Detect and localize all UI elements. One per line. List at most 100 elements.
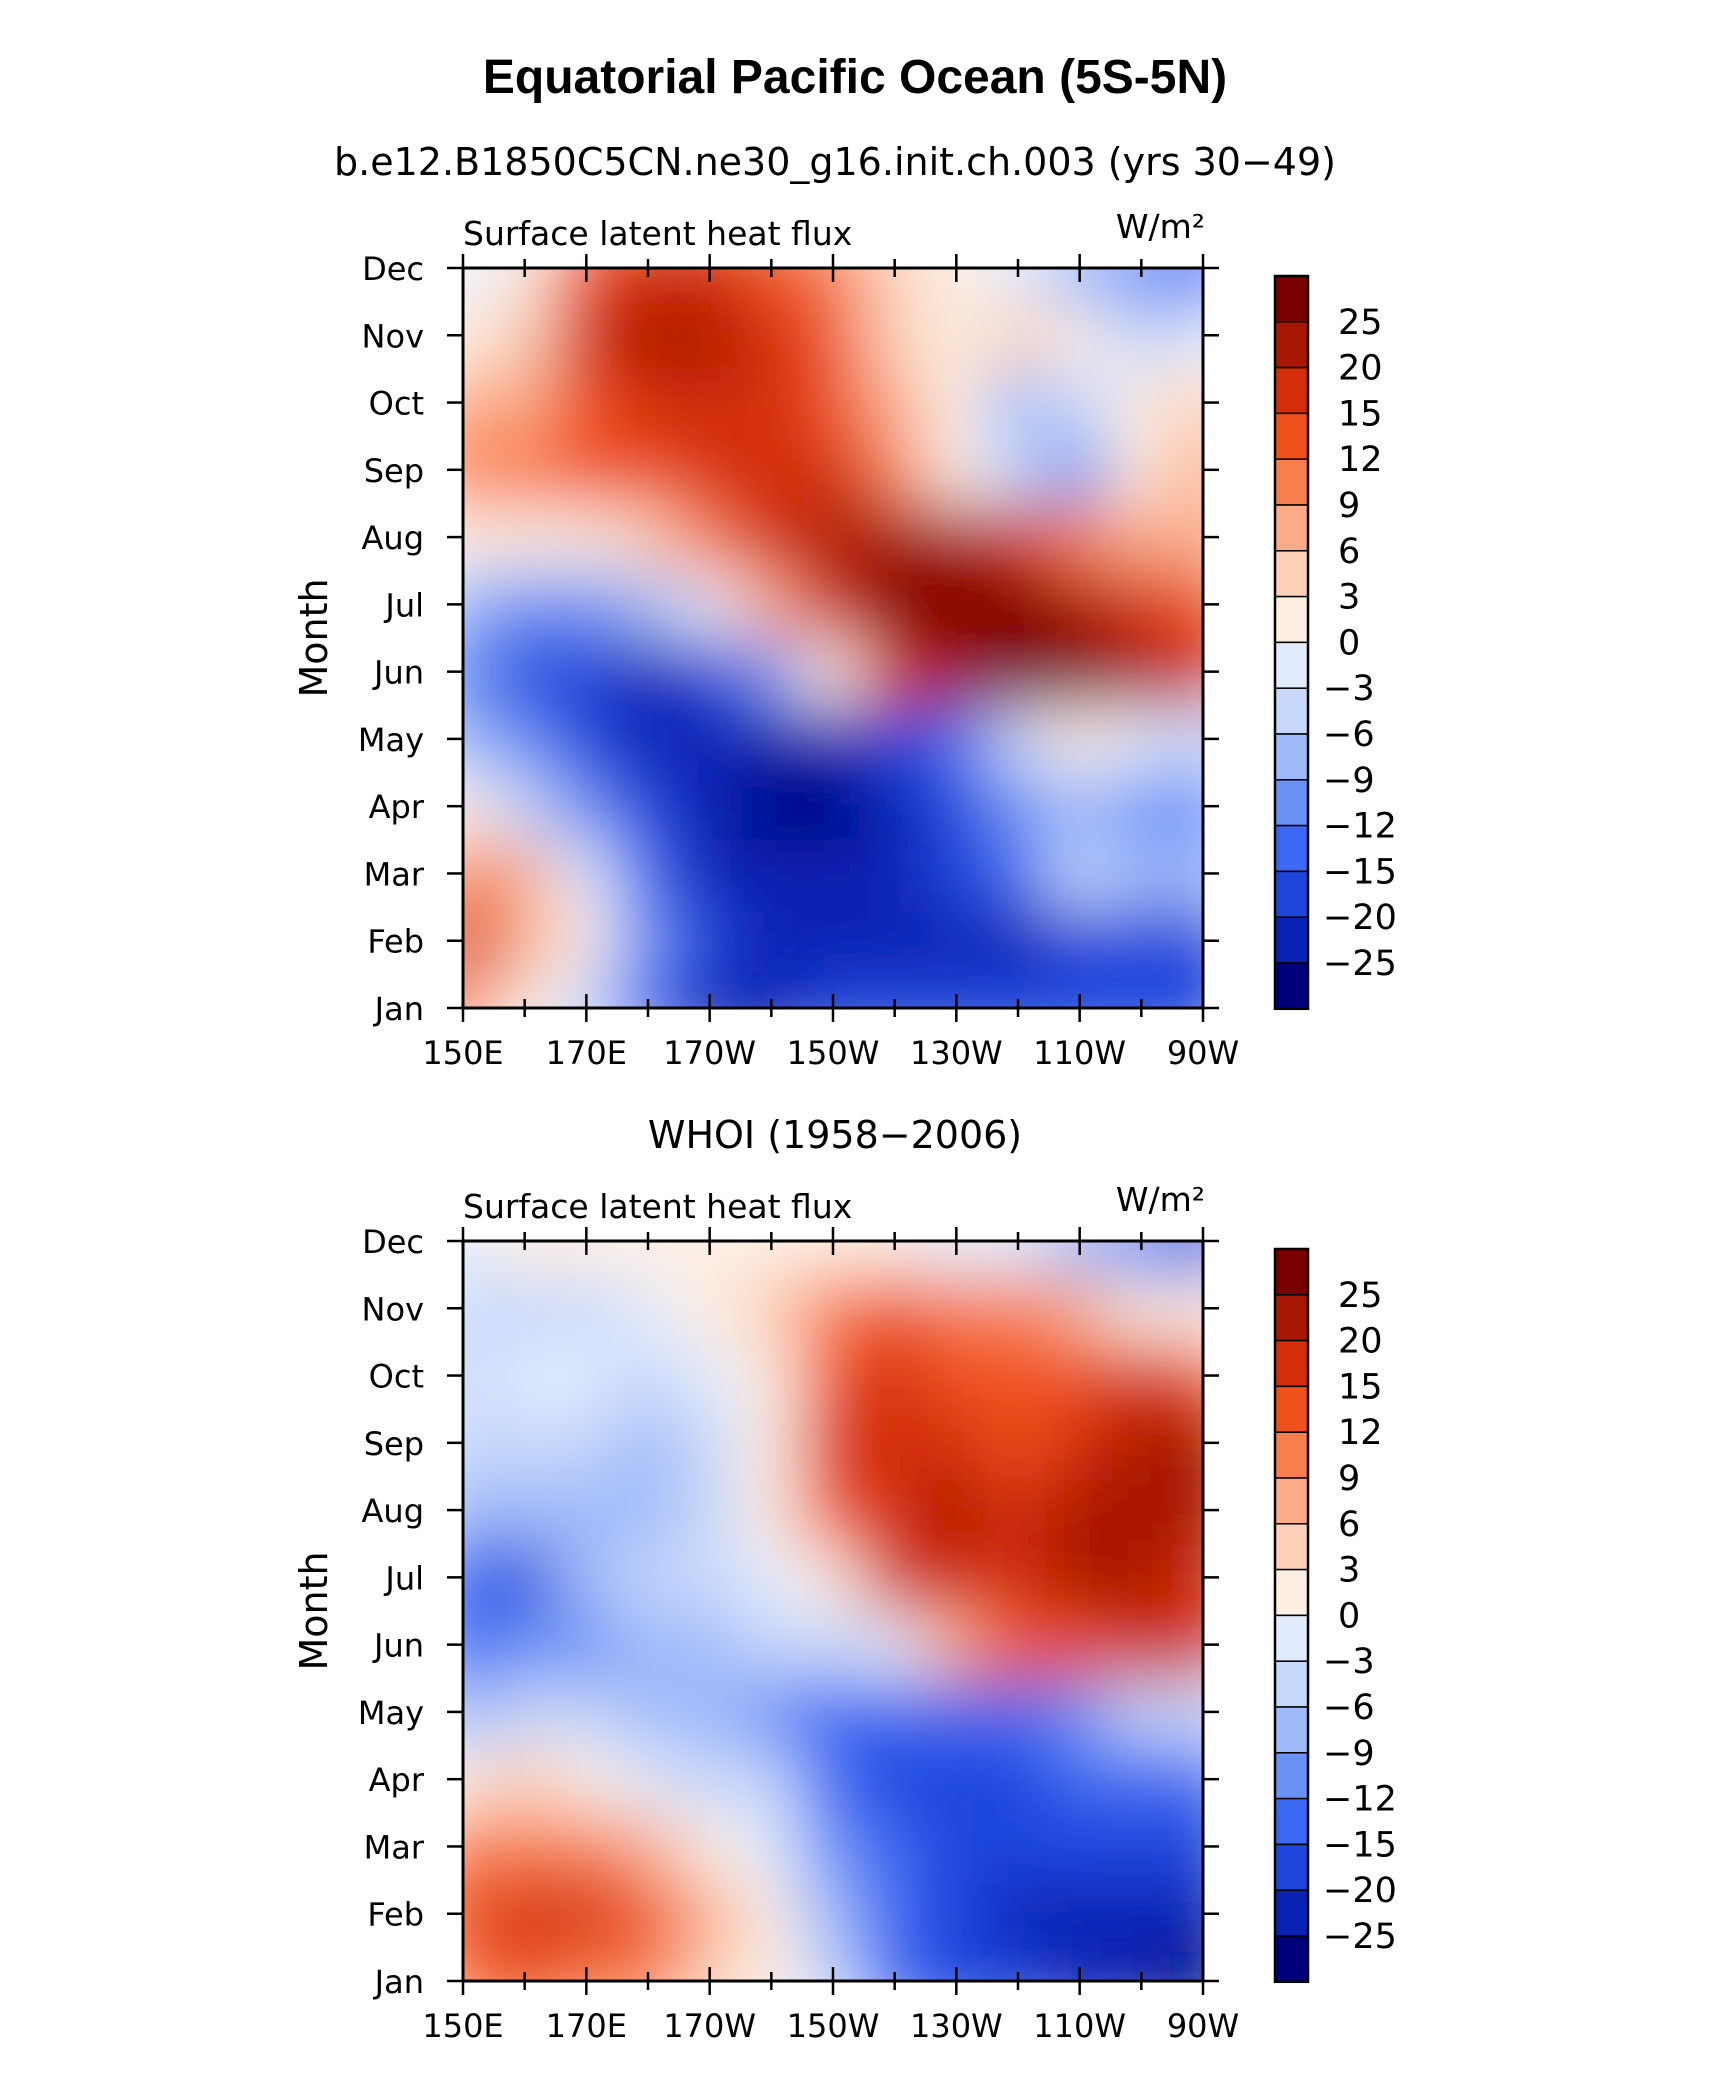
heatmap-cell: [463, 1743, 496, 1815]
heatmap-cell: [463, 366, 496, 439]
y-tick-label: Jan: [373, 1963, 424, 2001]
heatmap-cell: [1170, 434, 1203, 506]
heatmap-cell: [1046, 1676, 1113, 1748]
y-tick-label: Jan: [373, 990, 424, 1028]
heatmap-cell: [491, 636, 558, 708]
colorbar-swatch: [1274, 1431, 1309, 1479]
y-tick-label: Sep: [364, 1425, 424, 1463]
colorbar-swatch: [1274, 550, 1309, 598]
colorbar-swatch: [1274, 1706, 1309, 1754]
heatmap-cell: [553, 905, 620, 977]
heatmap-cell: [463, 703, 496, 775]
colorbar-label: −20: [1323, 1871, 1397, 1911]
x-tick-label: 130W: [910, 2007, 1003, 2045]
x-tick-label: 170E: [546, 1034, 627, 1072]
panel-subtitle: WHOI (1958−2006): [648, 1113, 1022, 1157]
colorbar-swatch: [1274, 321, 1309, 369]
heatmap-cell: [676, 1272, 743, 1344]
heatmap-cell: [1108, 1339, 1175, 1412]
heatmap-cell: [861, 1676, 928, 1748]
heatmap-cell: [463, 1878, 496, 1950]
heatmap-cell: [1170, 1339, 1203, 1412]
heatmap-cell: [676, 1810, 743, 1883]
heatmap-cell: [800, 1609, 866, 1681]
colorbar-label: 0: [1338, 1596, 1360, 1636]
heatmap-cell: [491, 703, 558, 775]
heatmap-field: [463, 268, 1203, 1008]
colorbar: 25 20 15 12 9 6 3 0 −3 −6 −9 −12 −15 −20 −25: [1273, 1247, 1397, 1984]
heatmap-cell: [553, 1272, 620, 1344]
heatmap-cell: [676, 299, 743, 371]
units-label: W/m²: [1116, 1180, 1205, 1219]
heatmap-cell: [1170, 1241, 1203, 1277]
colorbar-label: 3: [1338, 1551, 1360, 1591]
heatmap-cell: [985, 1474, 1051, 1546]
heatmap-cell: [1046, 1474, 1113, 1546]
heatmap-cell: [1046, 1810, 1113, 1883]
heatmap-cell: [553, 770, 620, 842]
heatmap-cell: [923, 770, 990, 842]
heatmap-cell: [615, 1810, 681, 1883]
heatmap-cell: [738, 636, 805, 708]
heatmap-cell: [923, 703, 990, 775]
heatmap-cell: [800, 770, 866, 842]
y-tick-label: Jun: [372, 654, 424, 692]
heatmap-cell: [738, 1272, 805, 1344]
colorbar-swatch: [1274, 1752, 1309, 1800]
heatmap-cell: [923, 636, 990, 708]
heatmap-cell: [491, 1407, 558, 1479]
heatmap-cell: [676, 1878, 743, 1950]
heatmap-cell: [1046, 636, 1113, 708]
heatmap-cell: [463, 434, 496, 506]
heatmap-cell: [615, 703, 681, 775]
heatmap-cell: [463, 837, 496, 910]
heatmap-cell: [800, 1743, 866, 1815]
x-tick-label: 150W: [787, 1034, 880, 1072]
x-tick-label: 170W: [663, 1034, 756, 1072]
colorbar-label: −6: [1323, 1688, 1375, 1728]
heatmap-cell: [1170, 1541, 1203, 1613]
heatmap-cell: [676, 905, 743, 977]
heatmap-cell: [491, 1609, 558, 1681]
heatmap-cell: [1108, 636, 1175, 708]
heatmap-cell: [676, 636, 743, 708]
heatmap-cell: [463, 568, 496, 640]
heatmap-cell: [800, 703, 866, 775]
heatmap-cell: [1170, 1945, 1203, 1981]
heatmap-cell: [553, 501, 620, 573]
heatmap-cell: [491, 1878, 558, 1950]
heatmap-cell: [923, 837, 990, 910]
heatmap-cell: [463, 1676, 496, 1748]
heatmap-cell: [491, 1272, 558, 1344]
x-tick-label: 170W: [663, 2007, 756, 2045]
panel-observations: WHOI (1958−2006) Surface latent heat flu…: [292, 1113, 1397, 2045]
colorbar-swatch: [1274, 1523, 1309, 1571]
heatmap-cell: [861, 1541, 928, 1613]
heatmap-cell: [491, 1541, 558, 1613]
heatmap-cell: [861, 1810, 928, 1883]
heatmap-cell: [923, 1339, 990, 1412]
y-axis-label: Month: [292, 1551, 336, 1670]
colorbar-label: −12: [1323, 807, 1397, 847]
heatmap-cell: [615, 1541, 681, 1613]
heatmap-cell: [463, 1474, 496, 1546]
heatmap-cell: [985, 1743, 1051, 1815]
heatmap-cell: [1108, 1810, 1175, 1883]
heatmap-cell: [923, 366, 990, 439]
heatmap-cell: [800, 434, 866, 506]
heatmap-cell: [615, 1609, 681, 1681]
colorbar-swatch: [1274, 1294, 1309, 1342]
panel-model: b.e12.B1850C5CN.ne30_g16.init.ch.003 (yr…: [292, 140, 1397, 1072]
heatmap-cell: [676, 568, 743, 640]
heatmap-cell: [1108, 1541, 1175, 1613]
heatmap-cell: [553, 1810, 620, 1883]
heatmap-cell: [676, 837, 743, 910]
heatmap-cell: [1046, 1609, 1113, 1681]
y-tick-label: Nov: [362, 317, 424, 355]
colorbar-swatch: [1274, 366, 1309, 415]
heatmap-cell: [463, 905, 496, 977]
heatmap-cell: [463, 1541, 496, 1613]
colorbar-swatch: [1274, 824, 1309, 873]
colorbar-swatch: [1274, 1614, 1309, 1662]
heatmap-cell: [985, 1541, 1051, 1613]
